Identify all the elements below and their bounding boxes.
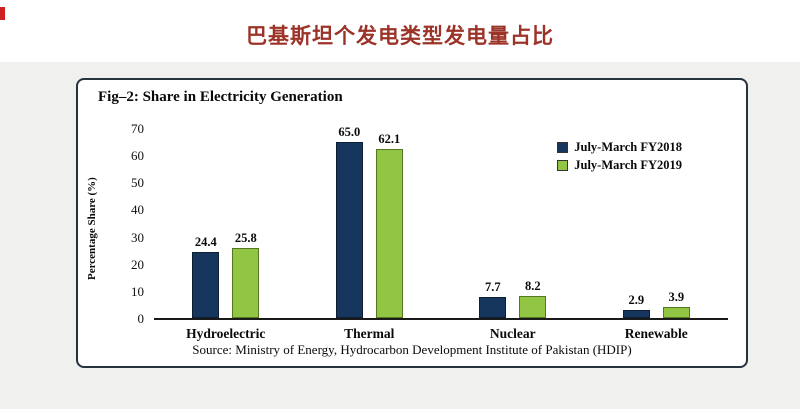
y-tick-label: 50	[131, 175, 144, 191]
page-title: 巴基斯坦个发电类型发电量占比	[246, 25, 554, 48]
y-tick-label: 60	[131, 148, 144, 164]
bar-value-label: 65.0	[338, 124, 361, 139]
category-label: Hydroelectric	[186, 326, 266, 341]
y-tick-label: 20	[131, 256, 144, 272]
legend-item: July-March FY2019	[557, 158, 682, 173]
figure-panel: Fig–2: Share in Electricity Generation P…	[0, 62, 800, 409]
plot-area: 24.4 25.8 Hydroelectric 65.0 62.1 Thermal 7.7 8…	[131, 122, 728, 341]
y-tick-label: 30	[131, 229, 144, 245]
bar: 7.7	[479, 280, 507, 318]
bar-value-label: 7.7	[484, 280, 501, 295]
bar: 62.1	[375, 132, 403, 318]
bar: 3.9	[662, 290, 690, 318]
bar-group: 7.7 8.2 Nuclear	[479, 279, 547, 341]
legend: July-March FY2018 July-March FY2019	[557, 140, 682, 173]
bar-value-label: 24.4	[194, 234, 217, 249]
bar-value-label: 8.2	[524, 278, 541, 293]
bar: 65.0	[335, 125, 363, 318]
bar: 2.9	[622, 293, 650, 318]
bar-groups: 24.4 25.8 Hydroelectric 65.0 62.1 Thermal 7.7 8…	[154, 125, 728, 341]
category-label: Renewable	[624, 326, 688, 341]
category-label: Thermal	[344, 326, 395, 341]
bar-value-label: 2.9	[628, 293, 645, 308]
bar: 24.4	[192, 235, 220, 318]
legend-swatch	[557, 142, 569, 153]
bar: 25.8	[232, 231, 260, 318]
y-tick-label: 40	[131, 202, 144, 218]
bar-value-label: 3.9	[668, 290, 685, 305]
category-label: Nuclear	[489, 326, 536, 341]
bar-group: 2.9 3.9 Renewable	[622, 290, 690, 341]
legend-item: July-March FY2018	[557, 140, 682, 155]
bar: 8.2	[519, 279, 547, 318]
y-tick-label: 70	[131, 121, 144, 136]
figure-title: Fig–2: Share in Electricity Generation	[98, 89, 343, 105]
legend-swatch	[557, 160, 569, 171]
bar-value-label: 25.8	[234, 230, 257, 245]
source-text: Source: Ministry of Energy, Hydrocarbon …	[192, 342, 632, 357]
bar-group: 65.0 62.1 Thermal	[335, 125, 403, 341]
legend-label: July-March FY2018	[574, 140, 682, 154]
legend-label: July-March FY2019	[574, 158, 682, 172]
decorative-red-mark	[0, 7, 5, 20]
y-axis-label: Percentage Share (%)	[86, 177, 98, 280]
bar-group: 24.4 25.8 Hydroelectric	[186, 231, 265, 341]
y-tick-label: 10	[131, 283, 144, 299]
y-tick-label: 0	[137, 311, 145, 326]
figure-box: Fig–2: Share in Electricity Generation P…	[76, 78, 748, 368]
bar-value-label: 62.1	[378, 132, 401, 147]
